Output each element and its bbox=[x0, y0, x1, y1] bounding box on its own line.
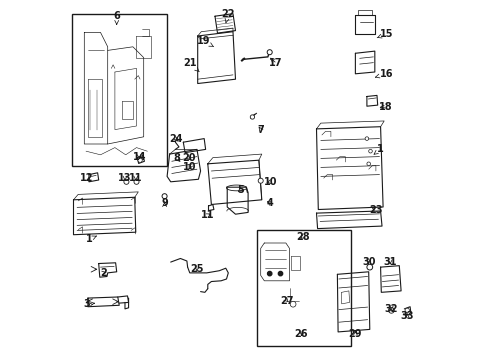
Text: 13: 13 bbox=[118, 173, 131, 183]
Circle shape bbox=[267, 271, 271, 276]
Text: 11: 11 bbox=[201, 210, 214, 220]
Text: 29: 29 bbox=[348, 329, 362, 339]
Circle shape bbox=[387, 307, 393, 313]
Text: 23: 23 bbox=[368, 204, 382, 215]
Text: 31: 31 bbox=[383, 257, 396, 267]
Text: 8: 8 bbox=[173, 153, 180, 163]
Text: 12: 12 bbox=[80, 173, 93, 183]
Text: 3: 3 bbox=[83, 299, 94, 309]
Circle shape bbox=[138, 158, 142, 162]
Text: 10: 10 bbox=[183, 162, 196, 172]
Text: 33: 33 bbox=[400, 311, 413, 321]
Text: 14: 14 bbox=[132, 152, 146, 162]
Text: 22: 22 bbox=[221, 9, 235, 23]
Circle shape bbox=[123, 179, 129, 184]
Text: 32: 32 bbox=[384, 304, 397, 314]
Text: 18: 18 bbox=[378, 102, 392, 112]
Text: 10: 10 bbox=[263, 177, 277, 187]
Text: 26: 26 bbox=[294, 329, 307, 339]
Circle shape bbox=[404, 308, 408, 312]
Circle shape bbox=[250, 115, 254, 119]
Text: 9: 9 bbox=[161, 198, 167, 208]
Text: 25: 25 bbox=[190, 264, 203, 274]
Text: 2: 2 bbox=[100, 268, 106, 278]
Bar bbox=[72, 14, 167, 166]
Text: 16: 16 bbox=[375, 69, 393, 79]
Text: 4: 4 bbox=[266, 198, 273, 208]
Text: 21: 21 bbox=[183, 58, 199, 72]
Circle shape bbox=[366, 264, 372, 270]
Bar bbox=[257, 230, 350, 346]
Text: 27: 27 bbox=[280, 296, 293, 306]
Text: 17: 17 bbox=[269, 58, 283, 68]
Text: 1: 1 bbox=[373, 144, 383, 154]
Text: 11: 11 bbox=[129, 173, 142, 183]
Circle shape bbox=[366, 162, 370, 166]
Text: 20: 20 bbox=[182, 153, 195, 163]
Circle shape bbox=[266, 50, 272, 55]
Text: 24: 24 bbox=[169, 134, 183, 144]
Text: 5: 5 bbox=[236, 185, 243, 195]
Circle shape bbox=[162, 194, 167, 199]
Text: 6: 6 bbox=[113, 11, 120, 24]
Text: 28: 28 bbox=[295, 232, 309, 242]
Text: 15: 15 bbox=[376, 29, 393, 39]
Circle shape bbox=[368, 149, 371, 153]
Text: 1: 1 bbox=[85, 234, 96, 244]
Circle shape bbox=[134, 179, 139, 184]
Circle shape bbox=[289, 301, 295, 307]
Circle shape bbox=[278, 271, 282, 276]
Text: 30: 30 bbox=[361, 257, 375, 267]
Circle shape bbox=[365, 137, 368, 140]
Text: 19: 19 bbox=[197, 36, 213, 47]
Text: 7: 7 bbox=[257, 125, 264, 135]
Circle shape bbox=[258, 178, 263, 183]
